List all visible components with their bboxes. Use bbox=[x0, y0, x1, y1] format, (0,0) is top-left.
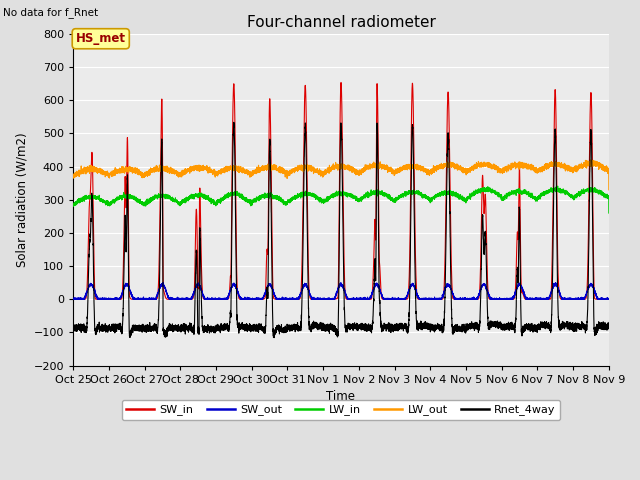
Title: Four-channel radiometer: Four-channel radiometer bbox=[246, 15, 435, 30]
Legend: SW_in, SW_out, LW_in, LW_out, Rnet_4way: SW_in, SW_out, LW_in, LW_out, Rnet_4way bbox=[122, 400, 560, 420]
X-axis label: Time: Time bbox=[326, 390, 355, 403]
Y-axis label: Solar radiation (W/m2): Solar radiation (W/m2) bbox=[15, 132, 28, 267]
Text: No data for f_Rnet: No data for f_Rnet bbox=[3, 7, 99, 18]
Text: HS_met: HS_met bbox=[76, 32, 126, 45]
